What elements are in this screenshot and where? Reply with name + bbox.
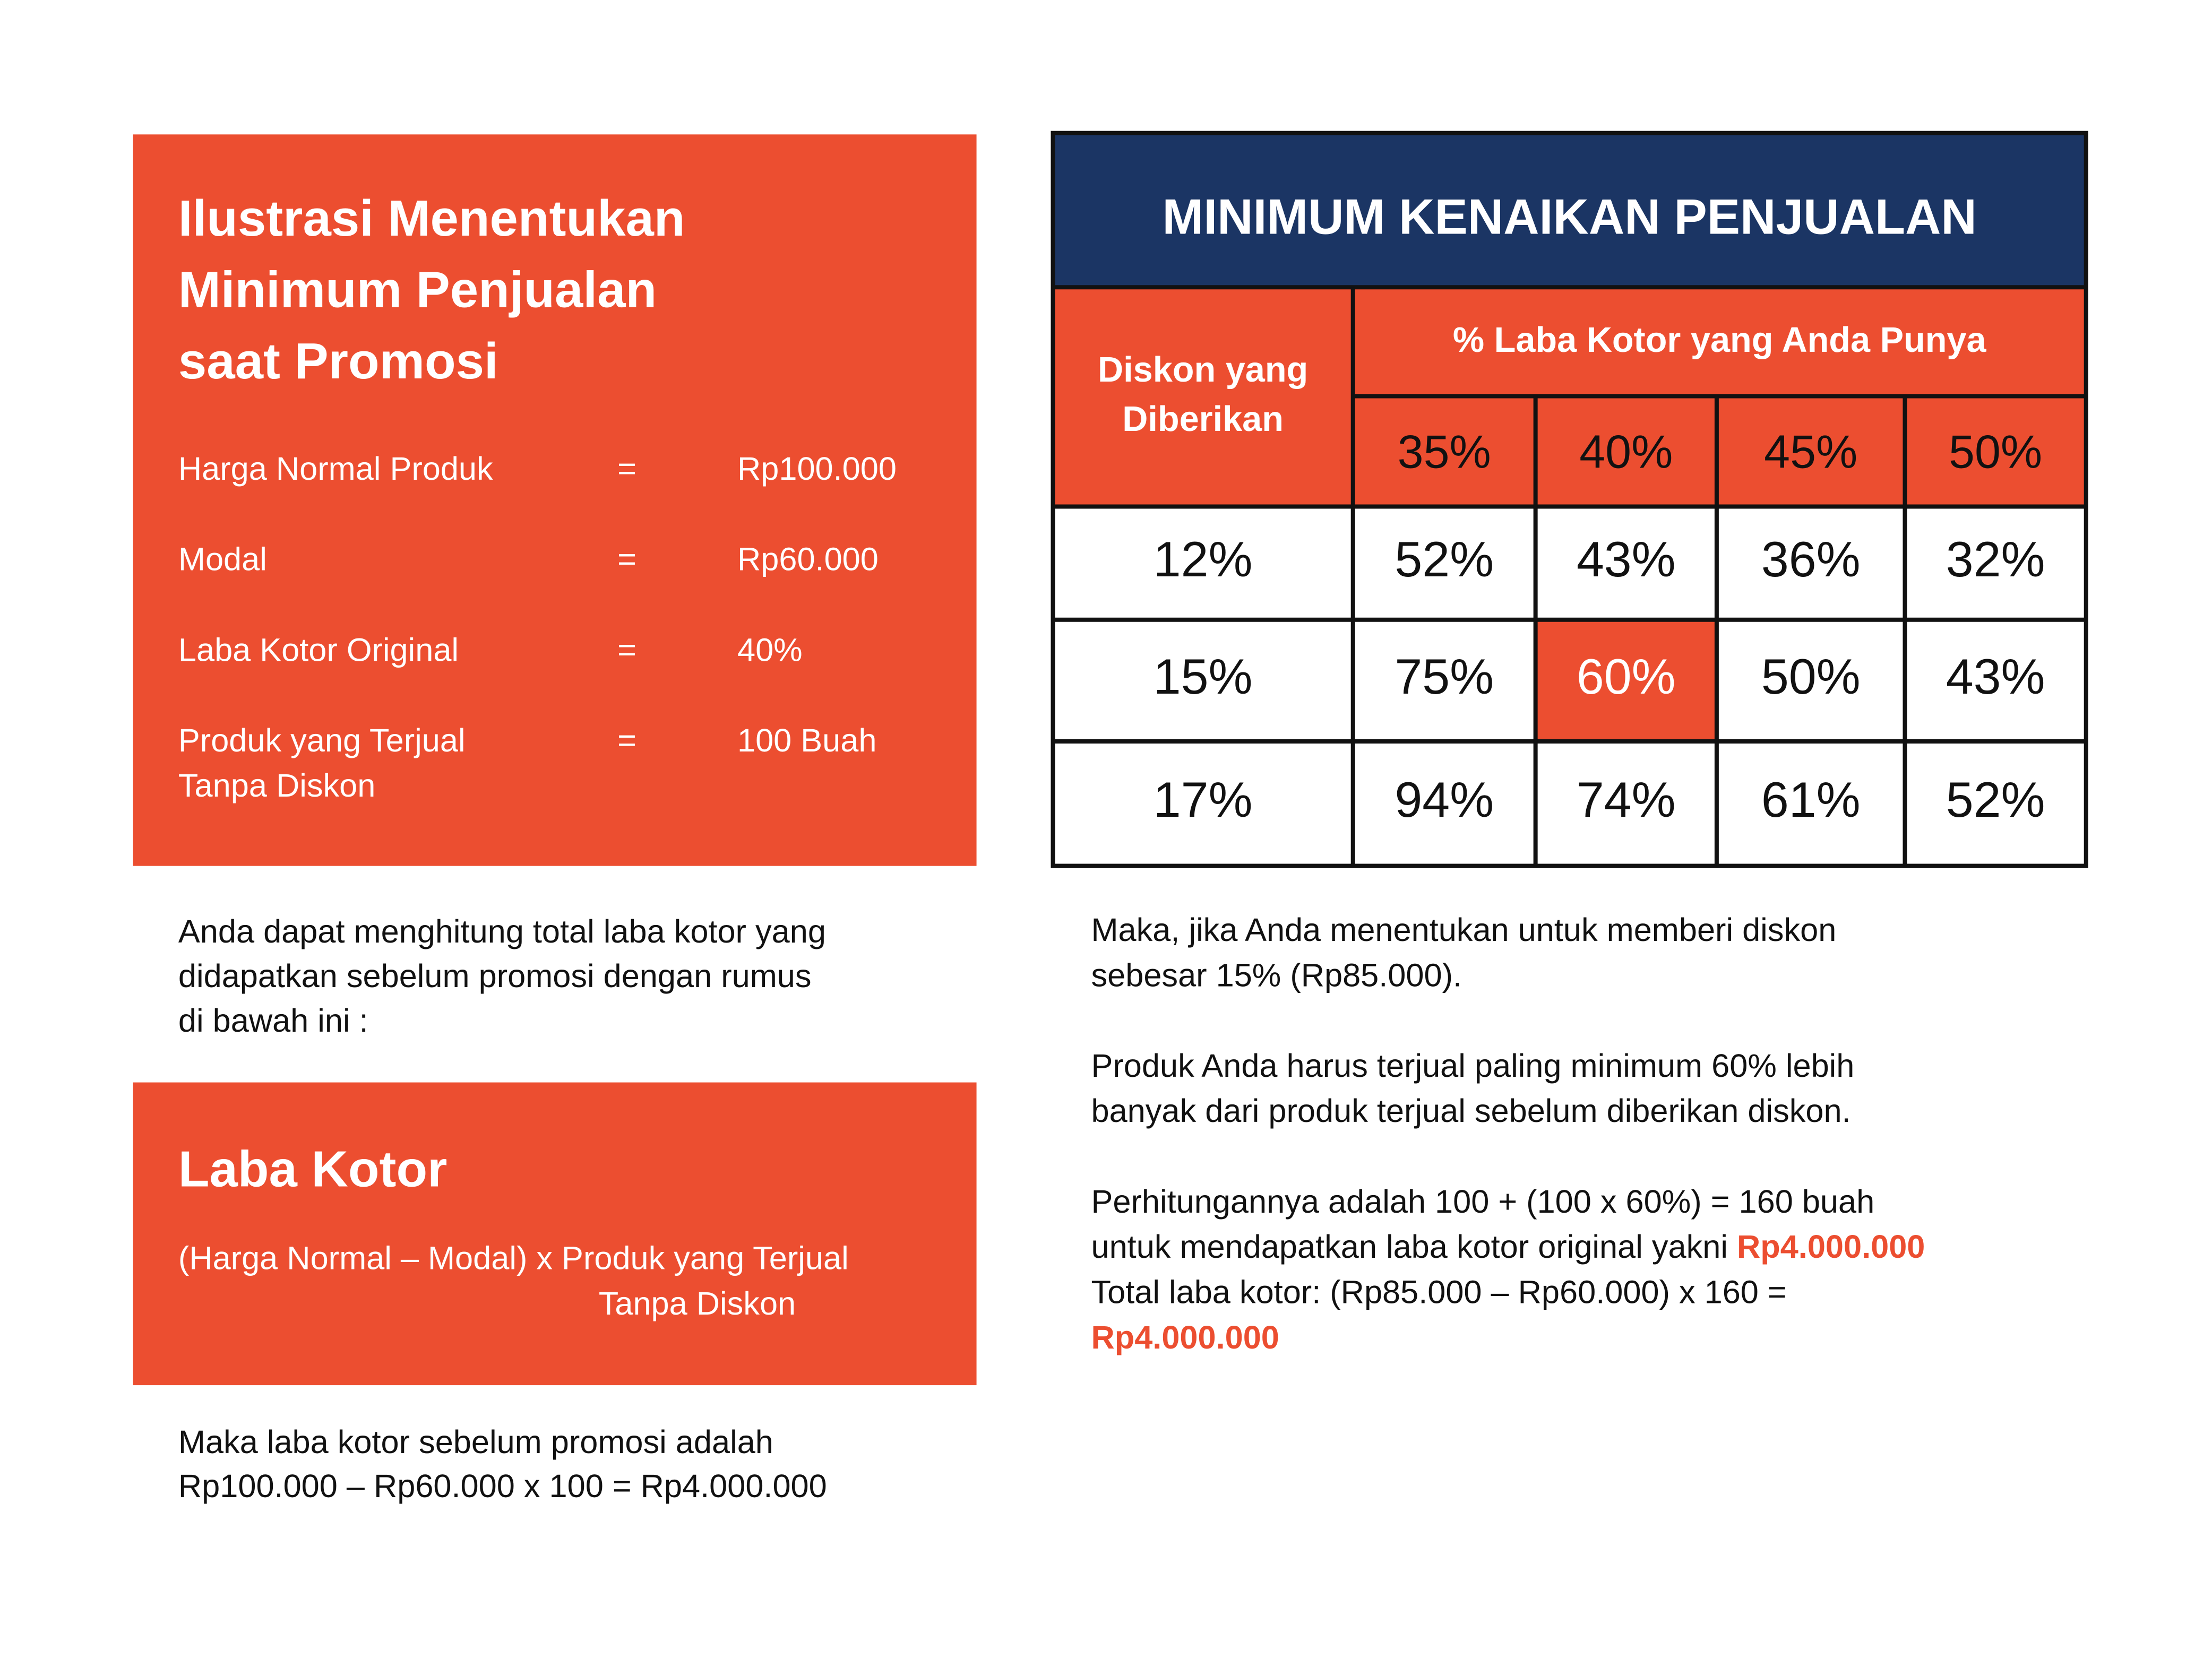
column-label: 45% xyxy=(1764,426,1857,478)
discount-cell: 12% xyxy=(1154,532,1253,587)
explanation-run: sebesar 15% (Rp85.000). xyxy=(1091,956,1462,993)
card-title: saat Promosi xyxy=(178,333,498,390)
row-value: Rp100.000 xyxy=(737,450,897,487)
intro-text: didapatkan sebelum promosi dengan rumus xyxy=(178,957,812,994)
row-label: Laba Kotor Original xyxy=(178,631,459,668)
column-label: 50% xyxy=(1949,426,2042,478)
value-cell: 43% xyxy=(1946,649,2045,704)
table-title: MINIMUM KENAIKAN PENJUALAN xyxy=(1163,189,1977,245)
explanation-run: Perhitungannya adalah 100 + (100 x 60%) … xyxy=(1091,1183,1875,1220)
formula-card xyxy=(133,1082,977,1386)
card-title: Minimum Penjualan xyxy=(178,262,657,318)
explanation-run: untuk mendapatkan laba kotor original ya… xyxy=(1091,1228,1737,1265)
intro-text: di bawah ini : xyxy=(178,1002,368,1039)
row-label: Produk yang Terjual xyxy=(178,722,466,758)
card-title: Ilustrasi Menentukan xyxy=(178,190,685,247)
value-cell: 75% xyxy=(1395,649,1494,704)
explanation-line: Produk Anda harus terjual paling minimum… xyxy=(1091,1047,1855,1084)
formula-line: (Harga Normal – Modal) x Produk yang Ter… xyxy=(178,1240,849,1276)
row-value: Rp60.000 xyxy=(737,541,879,577)
value-cell: 94% xyxy=(1395,772,1494,827)
row-header: Diberikan xyxy=(1122,400,1284,439)
value-cell: 60% xyxy=(1577,649,1676,704)
value-cell: 43% xyxy=(1577,532,1676,587)
row-value: 100 Buah xyxy=(737,722,876,758)
value-cell: 61% xyxy=(1761,772,1861,827)
table-outline xyxy=(1051,131,2088,868)
column-label: 40% xyxy=(1579,426,1673,478)
highlight-amount: Rp4.000.000 xyxy=(1737,1228,1925,1265)
discount-cell: 17% xyxy=(1154,772,1253,827)
explanation-run: banyak dari produk terjual sebelum diber… xyxy=(1091,1092,1851,1129)
intro-text: Anda dapat menghitung total laba kotor y… xyxy=(178,913,826,949)
row-header: Diskon yang xyxy=(1098,350,1308,390)
row-value: 40% xyxy=(737,631,803,668)
value-cell: 52% xyxy=(1946,772,2045,827)
formula-title: Laba Kotor xyxy=(178,1141,447,1198)
explanation-line: banyak dari produk terjual sebelum diber… xyxy=(1091,1092,1851,1129)
highlight-amount: Rp4.000.000 xyxy=(1091,1319,1279,1355)
explanation-run: Total laba kotor: (Rp85.000 – Rp60.000) … xyxy=(1091,1274,1787,1310)
equals-sign: = xyxy=(617,541,636,577)
equals-sign: = xyxy=(617,450,636,487)
column-label: 35% xyxy=(1398,426,1491,478)
table-title-bar xyxy=(1053,133,2086,288)
formula-line: Tanpa Diskon xyxy=(599,1285,796,1321)
explanation-line: Maka, jika Anda menentukan untuk memberi… xyxy=(1091,911,1837,948)
highlight-cell xyxy=(1535,619,1717,742)
explanation-line: Perhitungannya adalah 100 + (100 x 60%) … xyxy=(1091,1183,1875,1220)
result-text: Maka laba kotor sebelum promosi adalah xyxy=(178,1423,773,1460)
row-label: Harga Normal Produk xyxy=(178,450,493,487)
explanation-line: Total laba kotor: (Rp85.000 – Rp60.000) … xyxy=(1091,1274,1787,1310)
value-cell: 32% xyxy=(1946,532,2045,587)
equals-sign: = xyxy=(617,631,636,668)
row-label: Tanpa Diskon xyxy=(178,767,375,803)
explanation-run: Maka, jika Anda menentukan untuk memberi… xyxy=(1091,911,1837,948)
value-cell: 50% xyxy=(1761,649,1861,704)
value-cell: 52% xyxy=(1395,532,1494,587)
value-cell: 36% xyxy=(1761,532,1861,587)
row-label: Modal xyxy=(178,541,267,577)
result-text: Rp100.000 – Rp60.000 x 100 = Rp4.000.000 xyxy=(178,1467,827,1504)
explanation-line: Rp4.000.000 xyxy=(1091,1319,1279,1355)
illustration-card xyxy=(133,134,977,866)
equals-sign: = xyxy=(617,722,636,758)
explanation-run: Produk Anda harus terjual paling minimum… xyxy=(1091,1047,1855,1084)
discount-cell: 15% xyxy=(1154,649,1253,704)
column-header: % Laba Kotor yang Anda Punya xyxy=(1453,321,1987,360)
value-cell: 74% xyxy=(1577,772,1676,827)
explanation-line: untuk mendapatkan laba kotor original ya… xyxy=(1091,1228,1925,1265)
explanation-line: sebesar 15% (Rp85.000). xyxy=(1091,956,1462,993)
